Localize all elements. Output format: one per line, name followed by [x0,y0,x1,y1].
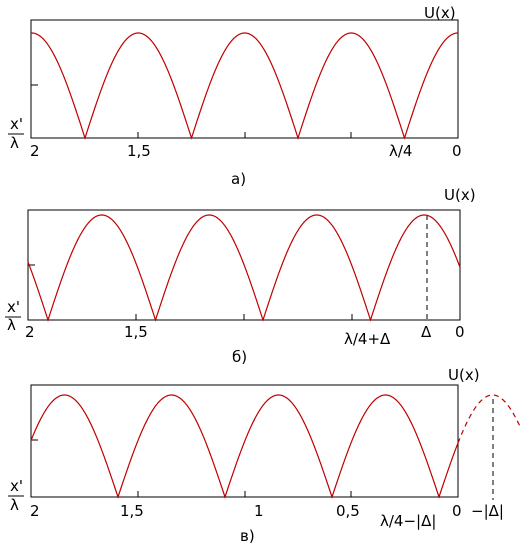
axis-label: U(x) [444,186,476,204]
tick-label: 0 [452,142,462,160]
axis-label: x' [7,298,20,316]
tick-label: 2 [30,142,40,160]
curve [27,214,461,322]
tick-label: 0 [455,323,465,341]
tick-label: 1,5 [124,323,148,341]
axis-label: λ [10,496,19,514]
axis-label: λ [7,316,16,334]
curve [30,394,459,499]
tick-label: Δ [421,323,432,341]
tick-label: 2 [25,323,35,341]
tick-label: λ/4−|Δ| [380,512,436,530]
tick-label: 1,5 [127,142,151,160]
tick-label: λ/4+Δ [344,330,391,348]
tick-label: −|Δ| [471,502,504,520]
axis-label: U(x) [448,366,480,384]
caption: в) [240,527,255,545]
curve [457,394,521,444]
caption: б) [232,348,247,366]
tick-label: 0,5 [336,502,360,520]
tick-label: 0 [452,502,462,520]
tick-label: λ/4 [389,142,412,160]
tick-label: 1 [254,502,264,520]
axis-label: U(x) [424,4,456,22]
tick-label: 1,5 [120,502,144,520]
axis-label: λ [10,134,19,152]
caption: а) [231,170,246,188]
axis-label: x' [10,115,23,133]
curve [31,32,458,140]
axis-label: x' [10,477,23,495]
tick-label: 2 [30,502,40,520]
plot-frame [30,19,459,139]
